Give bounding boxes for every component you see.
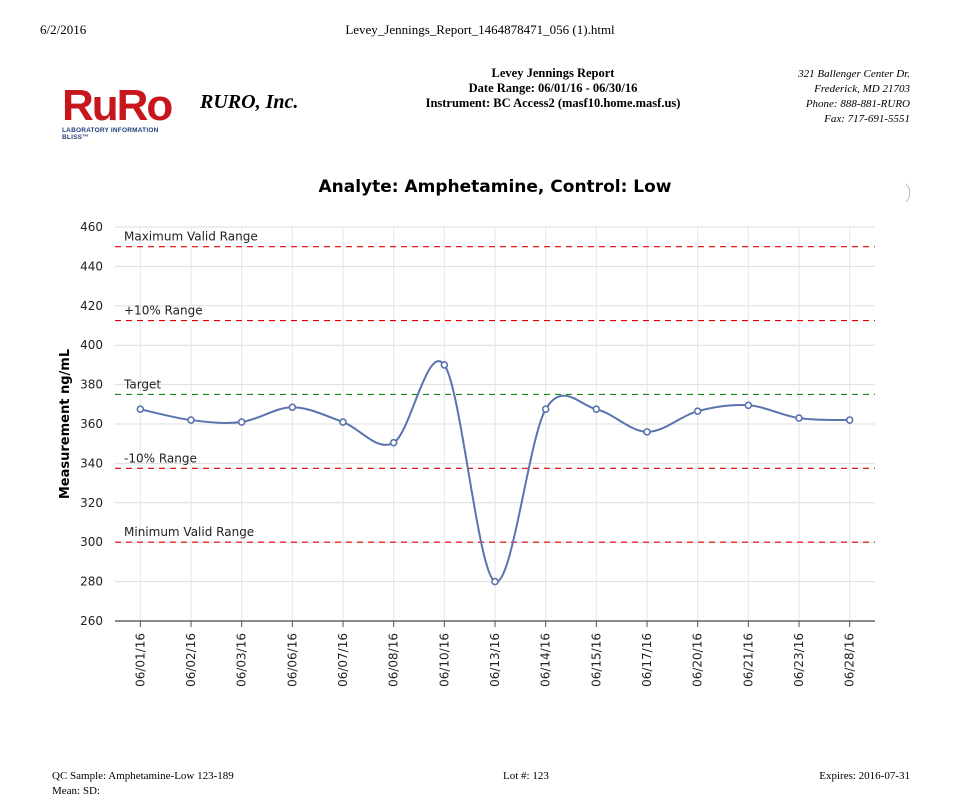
x-tick-label: 06/15/16 bbox=[589, 633, 603, 687]
x-tick-label: 06/17/16 bbox=[640, 633, 654, 687]
company-address: 321 Ballenger Center Dr. Frederick, MD 2… bbox=[798, 67, 910, 127]
y-tick-label: 360 bbox=[80, 417, 103, 431]
x-tick-label: 06/10/16 bbox=[437, 633, 451, 687]
y-tick-label: 380 bbox=[80, 378, 103, 392]
y-tick-label: 440 bbox=[80, 259, 103, 273]
x-tick-label: 06/14/16 bbox=[539, 633, 553, 687]
reference-line-label: Minimum Valid Range bbox=[124, 525, 254, 539]
x-tick-label: 06/08/16 bbox=[387, 633, 401, 687]
data-point bbox=[136, 405, 145, 414]
data-point bbox=[339, 418, 347, 426]
x-tick-label: 06/01/16 bbox=[133, 633, 147, 687]
data-point bbox=[541, 405, 550, 414]
y-tick-label: 280 bbox=[80, 575, 103, 589]
address-fax: Fax: 717-691-5551 bbox=[824, 113, 910, 125]
x-tick-label: 06/23/16 bbox=[792, 633, 806, 687]
x-tick-label: 06/03/16 bbox=[235, 633, 249, 687]
y-tick-label: 320 bbox=[80, 496, 103, 510]
qc-sample: QC Sample: Amphetamine-Low 123-189 bbox=[52, 770, 234, 782]
reference-line-label: -10% Range bbox=[124, 451, 197, 465]
lot-number: Lot #: 123 bbox=[503, 770, 549, 782]
data-point bbox=[237, 418, 246, 426]
data-point bbox=[795, 414, 803, 422]
address-line1: 321 Ballenger Center Dr. bbox=[798, 68, 910, 80]
y-tick-label: 420 bbox=[80, 299, 103, 313]
y-tick-label: 340 bbox=[80, 456, 103, 470]
report-instrument: Instrument: BC Access2 (masf10.home.masf… bbox=[425, 96, 681, 110]
reference-line-label: +10% Range bbox=[124, 304, 203, 318]
y-tick-label: 400 bbox=[80, 338, 103, 352]
reference-line-label: Target bbox=[123, 377, 161, 391]
data-point bbox=[643, 428, 651, 436]
x-tick-label: 06/21/16 bbox=[741, 633, 755, 687]
company-name: RURO, Inc. bbox=[200, 91, 299, 113]
data-point bbox=[389, 438, 398, 447]
y-axis-title: Measurement ng/mL bbox=[58, 349, 73, 499]
address-line2: Frederick, MD 21703 bbox=[814, 83, 910, 95]
data-point bbox=[693, 407, 702, 415]
report-title: Levey Jennings Report bbox=[491, 66, 615, 80]
logo-wordmark: RuRo bbox=[62, 81, 173, 130]
x-tick-label: 06/28/16 bbox=[843, 633, 857, 687]
chart-menu-arc bbox=[905, 183, 911, 203]
address-phone: Phone: 888-881-RURO bbox=[805, 98, 910, 110]
mean-sd: Mean: SD: bbox=[52, 785, 100, 797]
expiry-date: Expires: 2016-07-31 bbox=[819, 770, 910, 782]
y-tick-label: 460 bbox=[80, 220, 103, 234]
x-tick-label: 06/13/16 bbox=[488, 633, 502, 687]
y-tick-label: 260 bbox=[80, 614, 103, 628]
ruro-logo: RuRo LABORATORY INFORMATION BLISS™ bbox=[62, 81, 186, 142]
data-point bbox=[440, 361, 449, 369]
x-tick-label: 06/02/16 bbox=[184, 633, 198, 687]
x-tick-label: 06/07/16 bbox=[336, 633, 350, 687]
report-header: Levey Jennings Report Date Range: 06/01/… bbox=[403, 66, 703, 111]
logo-tagline: LABORATORY INFORMATION BLISS™ bbox=[62, 127, 159, 141]
print-filename: Levey_Jennings_Report_1464878471_056 (1)… bbox=[345, 22, 615, 37]
data-point bbox=[288, 403, 297, 412]
y-tick-label: 300 bbox=[80, 535, 103, 549]
reference-line-label: Maximum Valid Range bbox=[124, 230, 258, 244]
report-date-range: Date Range: 06/01/16 - 06/30/16 bbox=[468, 81, 638, 95]
series-line bbox=[140, 360, 850, 583]
data-point bbox=[491, 577, 499, 586]
x-tick-label: 06/20/16 bbox=[691, 633, 705, 687]
data-point bbox=[744, 401, 753, 410]
data-point bbox=[592, 405, 601, 414]
levey-jennings-chart: 260 280 300 320 340 360 380 400 420 440 460 06/01/1… bbox=[58, 220, 875, 687]
x-tick-label: 06/06/16 bbox=[285, 633, 299, 687]
data-point bbox=[845, 416, 854, 424]
chart-title: Analyte: Amphetamine, Control: Low bbox=[318, 177, 672, 197]
data-point bbox=[187, 416, 195, 424]
print-date: 6/2/2016 bbox=[40, 22, 87, 37]
